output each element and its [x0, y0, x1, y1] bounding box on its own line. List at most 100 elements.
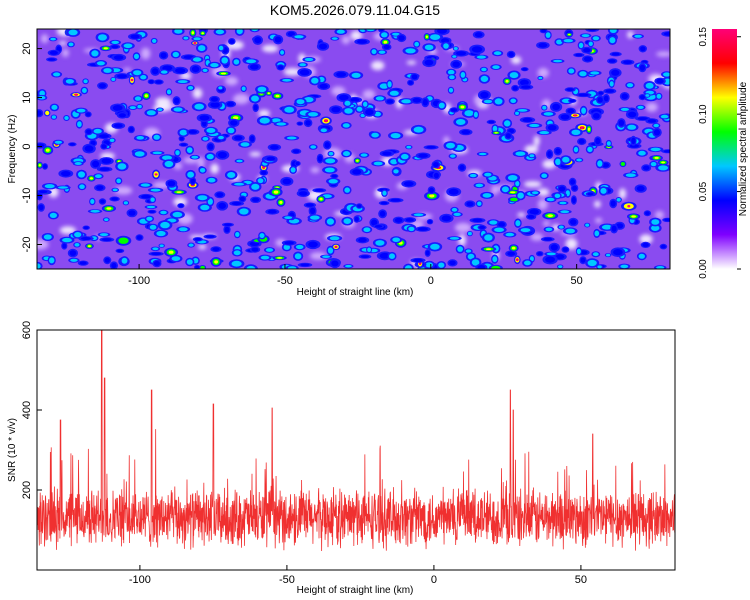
heatmap-cell — [283, 68, 302, 76]
heatmap-cell — [37, 110, 42, 116]
heatmap-cell — [87, 245, 91, 248]
heatmap-cell — [492, 256, 498, 263]
heatmap-cell — [650, 162, 657, 167]
heatmap-cell — [529, 154, 535, 158]
heatmap-cell — [134, 53, 139, 60]
heatmap-cell — [198, 45, 206, 52]
heatmap-cell — [193, 37, 201, 41]
heatmap-cell — [100, 199, 105, 204]
heatmap-cell — [460, 105, 465, 109]
heatmap-y-tick-label: -10 — [21, 188, 33, 204]
heatmap-cell — [193, 41, 197, 45]
heatmap-cell — [274, 36, 282, 43]
heatmap-cell — [587, 146, 593, 153]
heatmap-cell — [405, 218, 414, 222]
heatmap-cell — [155, 97, 172, 107]
heatmap-cell — [96, 185, 104, 191]
heatmap-cell — [113, 123, 123, 128]
heatmap-cell — [83, 226, 89, 230]
heatmap-cell — [663, 72, 670, 77]
heatmap-cell — [569, 99, 575, 103]
heatmap-cell — [656, 93, 662, 99]
heatmap-cell — [553, 59, 563, 63]
heatmap-cell — [49, 257, 55, 264]
heatmap-cell — [616, 223, 624, 229]
heatmap-cell — [299, 69, 310, 76]
heatmap-blobs — [37, 29, 670, 269]
heatmap-cell — [565, 228, 575, 234]
heatmap-cell — [570, 219, 577, 225]
heatmap-cell — [102, 238, 112, 242]
heatmap-cell — [276, 122, 287, 126]
heatmap-cell — [123, 43, 133, 49]
heatmap-cell — [627, 205, 631, 208]
heatmap-cell — [479, 225, 486, 229]
heatmap-cell — [58, 41, 67, 46]
heatmap-cell — [609, 29, 617, 33]
heatmap-cell — [492, 65, 500, 69]
heatmap-cell — [95, 174, 102, 179]
heatmap-cell — [38, 204, 44, 211]
heatmap-cell — [174, 97, 180, 104]
heatmap-cell — [485, 248, 492, 251]
heatmap-cell — [49, 212, 58, 218]
heatmap-cell — [357, 204, 362, 208]
heatmap-cell — [40, 34, 49, 44]
heatmap-cell — [505, 133, 511, 139]
heatmap-cell — [494, 132, 498, 134]
heatmap-cell — [68, 42, 74, 47]
heatmap-cell — [305, 120, 311, 126]
heatmap-cell — [601, 224, 613, 230]
heatmap-cell — [152, 247, 159, 251]
heatmap-cell — [647, 119, 657, 123]
heatmap-cell — [218, 45, 224, 51]
heatmap-cell — [308, 241, 318, 248]
heatmap-cell — [104, 218, 109, 222]
heatmap-cell — [58, 186, 68, 189]
heatmap-cell — [374, 111, 381, 117]
heatmap-cell — [339, 94, 349, 101]
heatmap-cell — [587, 127, 591, 131]
heatmap-cell — [300, 263, 310, 267]
heatmap-cell — [191, 31, 194, 35]
heatmap-cell — [454, 222, 472, 233]
heatmap-cell — [620, 107, 630, 111]
heatmap-cell — [390, 159, 398, 165]
heatmap-cell — [530, 233, 544, 241]
heatmap-cell — [270, 145, 279, 150]
heatmap-cell — [477, 103, 489, 109]
heatmap-cell — [639, 64, 646, 71]
heatmap-cell — [199, 115, 210, 121]
heatmap-cell — [180, 143, 187, 147]
heatmap-cell — [522, 117, 533, 122]
heatmap-cell — [111, 45, 119, 49]
heatmap-cell — [547, 214, 553, 217]
heatmap-cell — [46, 111, 49, 115]
heatmap-cell — [576, 158, 582, 162]
heatmap-cell — [86, 129, 92, 135]
heatmap-cell — [531, 191, 539, 195]
snr-x-ticks: -100 -50 0 50 — [129, 565, 587, 586]
heatmap-cell — [261, 170, 267, 175]
heatmap-cell — [117, 74, 127, 79]
heatmap-cell — [501, 186, 509, 193]
heatmap-cell — [461, 130, 471, 135]
heatmap-cell — [576, 248, 581, 255]
heatmap-cell — [259, 117, 270, 124]
heatmap-cell — [510, 56, 522, 64]
heatmap-cell — [178, 227, 188, 232]
heatmap-cell — [609, 81, 614, 87]
heatmap-cell — [141, 194, 151, 199]
heatmap-cell — [643, 165, 650, 171]
heatmap-cell — [164, 160, 174, 168]
heatmap-cell — [153, 134, 160, 140]
heatmap-cell — [401, 99, 412, 104]
heatmap-cell — [44, 184, 55, 189]
heatmap-cell — [317, 155, 323, 162]
heatmap-cell — [211, 97, 218, 102]
heatmap-cell — [504, 120, 511, 127]
heatmap-cell — [190, 178, 195, 184]
heatmap-cell — [343, 151, 350, 157]
heatmap-cell — [202, 68, 208, 72]
heatmap-cell — [413, 213, 424, 217]
